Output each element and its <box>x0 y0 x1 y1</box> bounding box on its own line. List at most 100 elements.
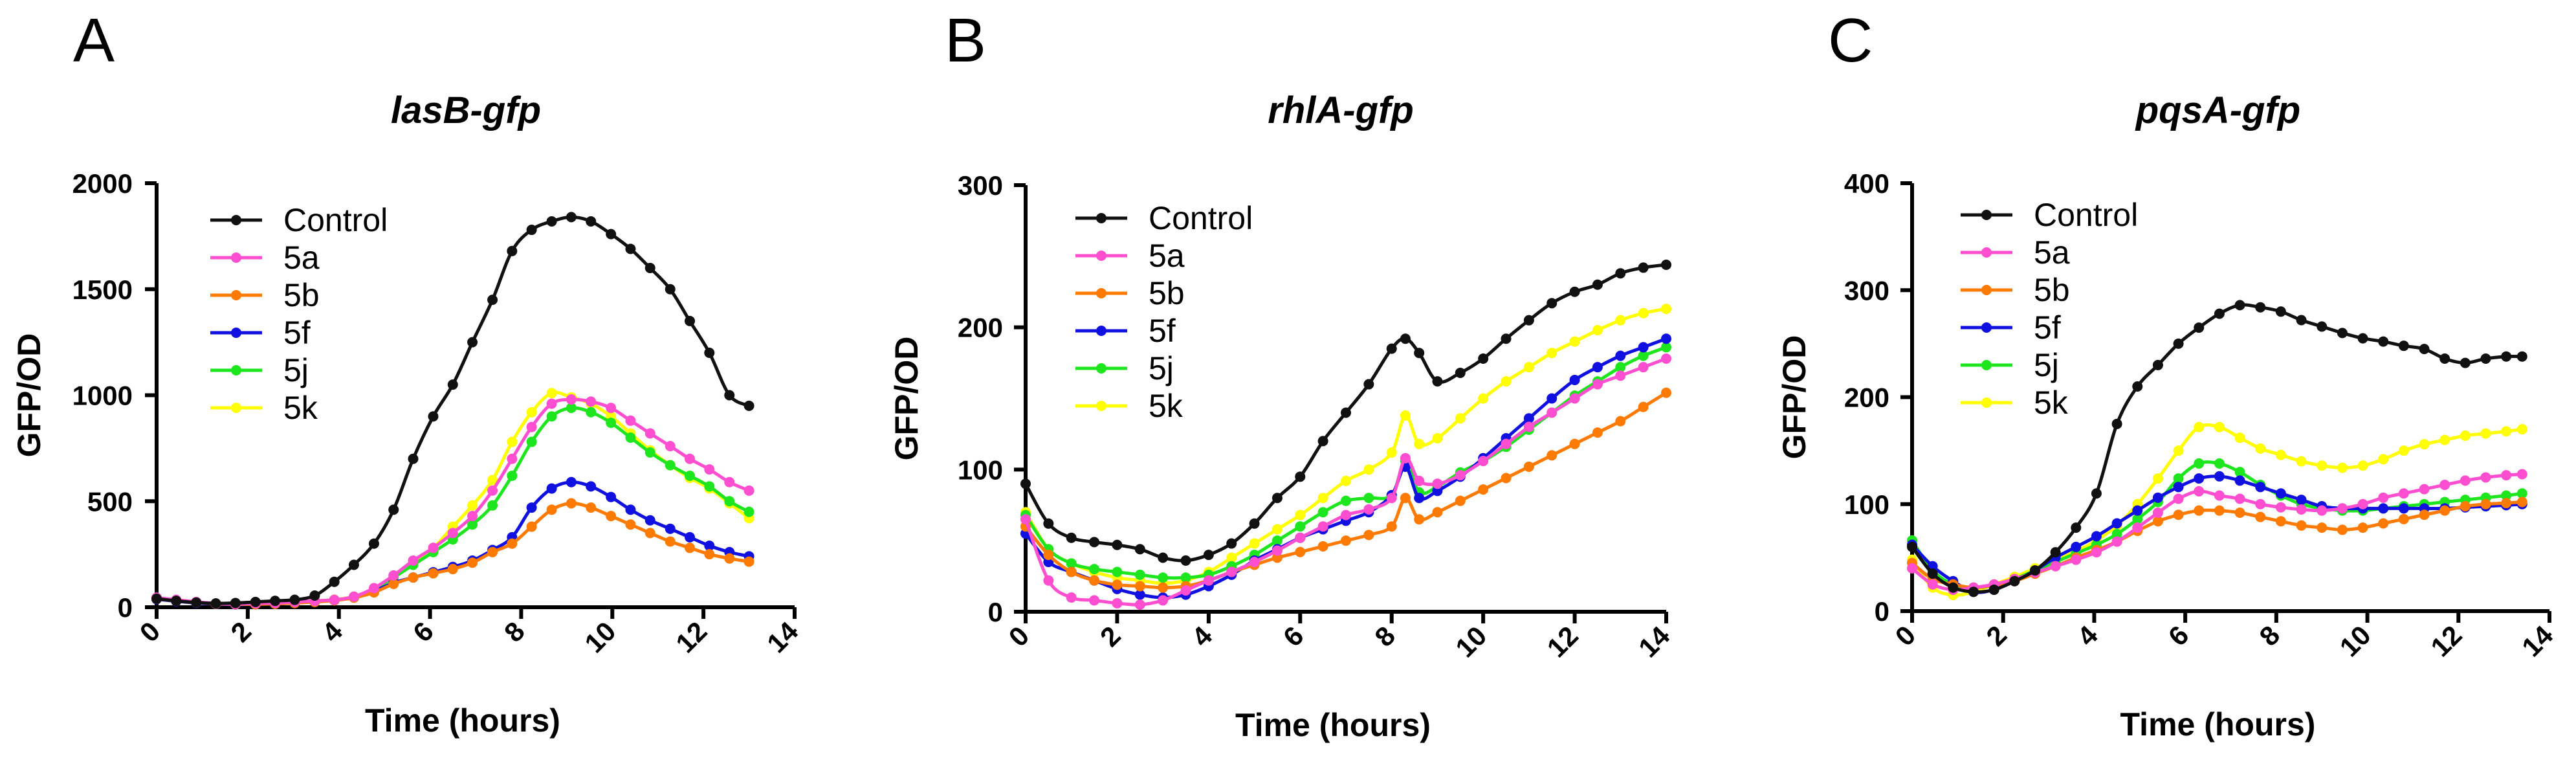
data-point <box>2071 554 2082 565</box>
series-line <box>1024 391 1668 590</box>
data-point <box>487 295 498 306</box>
series-5b <box>1020 387 1671 593</box>
series-5b <box>1907 497 2527 593</box>
data-point <box>724 553 735 564</box>
x-tick-label: 14 <box>1633 620 1676 664</box>
x-tick-label: 12 <box>2425 620 2467 662</box>
data-point <box>1592 427 1603 438</box>
x-tick-label: 2 <box>1980 620 2012 652</box>
data-point <box>724 390 735 401</box>
data-point <box>151 593 162 604</box>
data-point <box>2357 498 2368 509</box>
data-point <box>1226 538 1237 549</box>
data-point <box>1661 353 1671 364</box>
data-point <box>2152 359 2163 370</box>
series-line <box>1024 337 1668 599</box>
data-point <box>1295 509 1306 520</box>
legend-swatch-marker <box>231 328 241 338</box>
data-point <box>1134 544 1145 555</box>
data-point <box>1478 393 1489 404</box>
data-point <box>1089 564 1100 575</box>
data-point <box>2091 488 2102 499</box>
series-5f <box>1020 333 1671 603</box>
data-point <box>487 485 498 496</box>
x-axis-title: Time (hours) <box>2120 706 2316 743</box>
data-point <box>1400 453 1411 464</box>
data-point <box>428 542 439 553</box>
legend-swatch-marker <box>1096 401 1106 411</box>
data-point <box>2255 511 2266 522</box>
data-point <box>348 559 359 570</box>
data-point <box>270 596 281 607</box>
data-point <box>2275 516 2286 527</box>
data-point <box>467 519 478 530</box>
data-point <box>2439 480 2450 491</box>
data-point <box>704 549 715 560</box>
data-point <box>388 504 399 515</box>
data-point <box>1948 582 1959 593</box>
data-point <box>1615 370 1626 381</box>
x-tick-label: 6 <box>1277 620 1310 653</box>
data-point <box>1988 584 1999 595</box>
x-tick-label: 8 <box>2253 620 2285 652</box>
data-point <box>526 521 537 532</box>
data-point <box>2152 473 2163 484</box>
data-point <box>2317 522 2328 533</box>
y-axis-title: GFP/OD <box>888 337 925 461</box>
data-point <box>2071 541 2082 552</box>
data-point <box>566 394 577 405</box>
data-point <box>2275 449 2286 460</box>
data-point <box>1569 374 1580 385</box>
data-point <box>1066 532 1077 543</box>
data-point <box>2214 505 2225 516</box>
data-point <box>2501 470 2512 481</box>
legend-label: Control <box>2034 197 2138 233</box>
legend-label: 5k <box>1149 388 1183 424</box>
data-point <box>1341 509 1351 520</box>
data-point <box>665 523 676 534</box>
data-point <box>1363 379 1374 390</box>
data-point <box>685 531 696 542</box>
legend-label: 5a <box>2034 234 2070 271</box>
series-5b <box>151 498 754 610</box>
data-point <box>2255 482 2266 493</box>
data-point <box>250 596 261 607</box>
data-point <box>1661 387 1671 398</box>
data-point <box>388 578 399 589</box>
data-point <box>1134 589 1145 600</box>
data-point <box>1089 595 1100 606</box>
data-point <box>1523 461 1534 472</box>
data-point <box>1158 552 1169 563</box>
y-tick-label: 0 <box>118 592 133 623</box>
data-point <box>546 411 557 422</box>
data-point <box>743 556 754 567</box>
x-tick-label: 0 <box>1889 620 1922 652</box>
data-point <box>586 396 597 407</box>
data-point <box>309 590 320 601</box>
legend-label: Control <box>283 202 388 238</box>
data-point <box>546 388 557 399</box>
data-point <box>1066 558 1077 569</box>
legend-swatch-marker <box>231 252 241 263</box>
data-point <box>1432 486 1443 497</box>
data-point <box>2317 505 2328 516</box>
data-point <box>467 337 478 348</box>
data-point <box>743 400 754 411</box>
data-point <box>724 476 735 487</box>
legend-label: 5b <box>283 277 320 313</box>
legend-swatch-marker <box>1981 322 1992 333</box>
series-line <box>155 406 751 606</box>
data-point <box>1592 379 1603 390</box>
data-point <box>2214 308 2225 319</box>
data-point <box>566 212 577 223</box>
x-tick-label: 10 <box>1449 620 1492 663</box>
data-point <box>1020 514 1031 525</box>
data-point <box>1638 362 1649 373</box>
data-point <box>1547 407 1558 418</box>
data-point <box>487 475 498 486</box>
legend-label: 5a <box>1149 238 1185 274</box>
data-point <box>2234 467 2245 478</box>
